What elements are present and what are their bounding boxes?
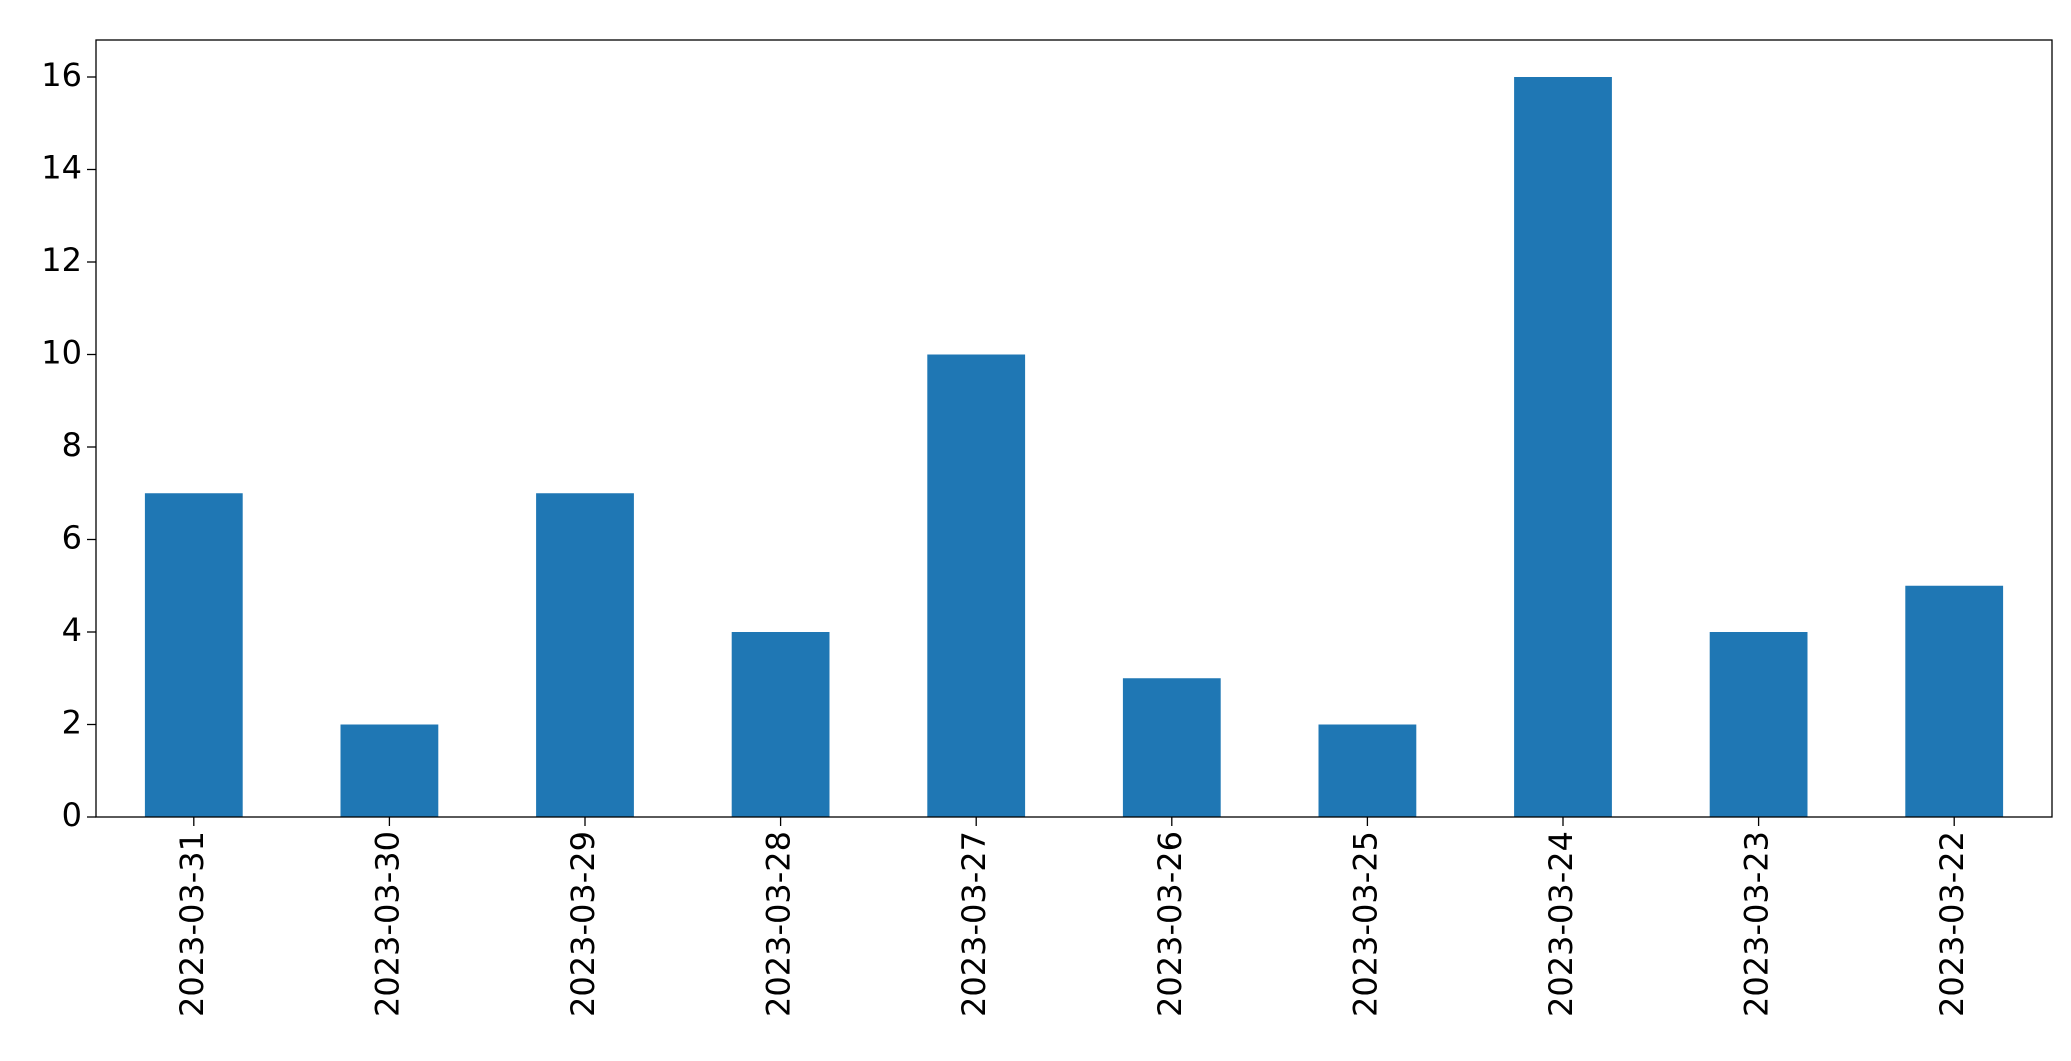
bar — [927, 354, 1026, 817]
y-tick-label: 8 — [62, 426, 82, 464]
bar — [536, 493, 634, 817]
bar — [340, 724, 439, 817]
x-tick-label: 2023-03-23 — [1738, 831, 1776, 1017]
x-tick-label: 2023-03-27 — [955, 831, 993, 1017]
y-tick-label: 14 — [41, 149, 82, 187]
x-tick-label: 2023-03-26 — [1151, 831, 1189, 1017]
y-tick-label: 16 — [41, 56, 82, 94]
y-tick-label: 6 — [62, 519, 82, 557]
x-tick-label: 2023-03-29 — [564, 831, 602, 1017]
x-tick-label: 2023-03-30 — [368, 831, 406, 1017]
x-tick-label: 2023-03-25 — [1346, 831, 1384, 1017]
y-tick-label: 12 — [41, 241, 82, 279]
y-tick-label: 0 — [62, 796, 82, 834]
y-tick-label: 4 — [62, 611, 82, 649]
x-tick-label: 2023-03-22 — [1933, 831, 1971, 1017]
plot-frame — [95, 39, 2053, 818]
bar — [1905, 585, 2004, 817]
bar — [144, 493, 243, 817]
x-tick-label: 2023-03-31 — [173, 831, 211, 1017]
bar — [731, 632, 830, 817]
bar — [1318, 724, 1417, 817]
x-tick-label: 2023-03-28 — [760, 831, 798, 1017]
y-tick-label: 10 — [41, 334, 82, 372]
bar — [1709, 632, 1808, 817]
bar — [1514, 77, 1612, 817]
bar — [1122, 678, 1221, 817]
x-tick-label: 2023-03-24 — [1542, 831, 1580, 1017]
y-tick-label: 2 — [62, 704, 82, 742]
